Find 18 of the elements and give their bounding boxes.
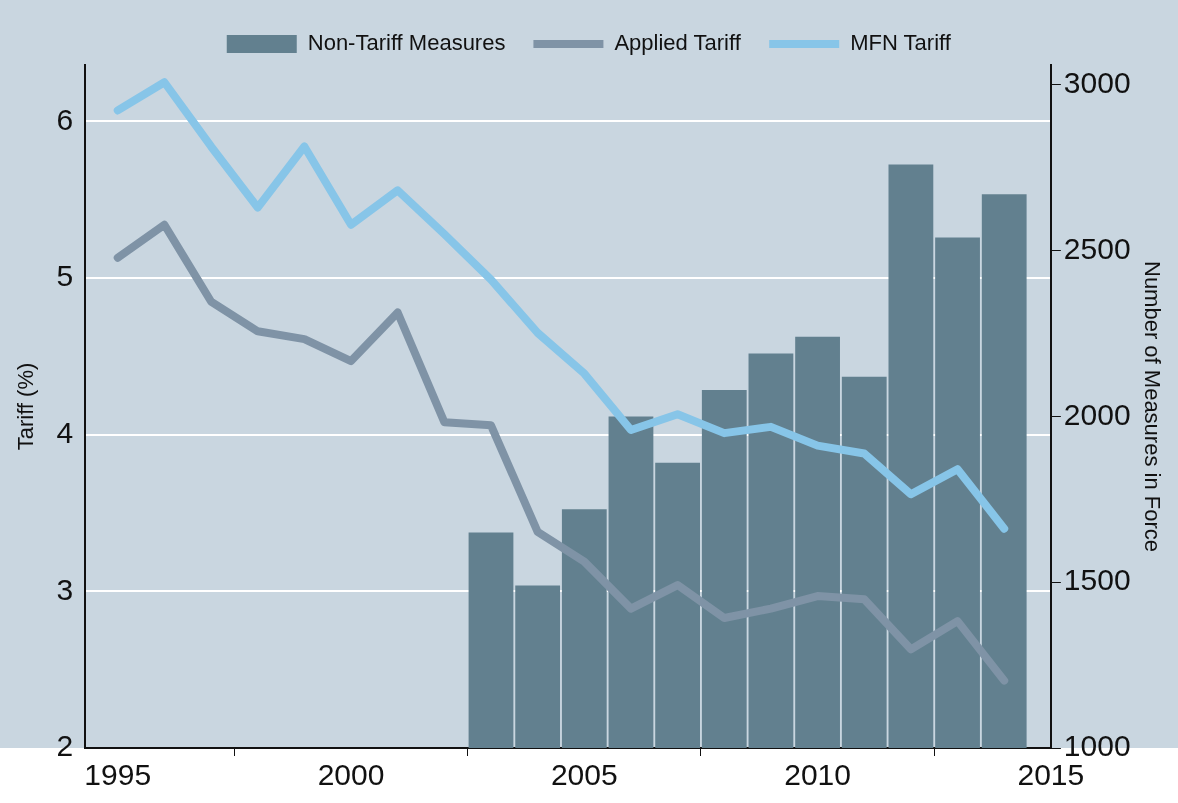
y2-tick-label: 2500 (1063, 231, 1131, 265)
legend-label: Non-Tariff Measures (307, 30, 506, 56)
y2-tick-label: 2000 (1063, 397, 1131, 431)
y2-tick-label: 1500 (1063, 563, 1131, 597)
legend-label: MFN Tariff (850, 30, 952, 56)
x-tick-label: 2000 (317, 758, 385, 792)
y-tick-label: 5 (56, 259, 74, 293)
y-tick-label: 3 (56, 572, 74, 606)
y-tick-label: 2 (56, 729, 74, 763)
y-tick-label: 6 (56, 102, 74, 136)
y2-tick-label: 3000 (1063, 66, 1131, 100)
x-tick-label: 1995 (84, 758, 152, 792)
y-tick-label: 4 (56, 415, 74, 449)
y-axis-title: Tariff (%) (13, 362, 39, 451)
x-tick-label: 2005 (550, 758, 618, 792)
legend-label: Applied Tariff (614, 30, 742, 56)
x-tick-label: 2010 (784, 758, 851, 792)
y2-axis-title: Number of Measures in Force (1139, 261, 1165, 552)
